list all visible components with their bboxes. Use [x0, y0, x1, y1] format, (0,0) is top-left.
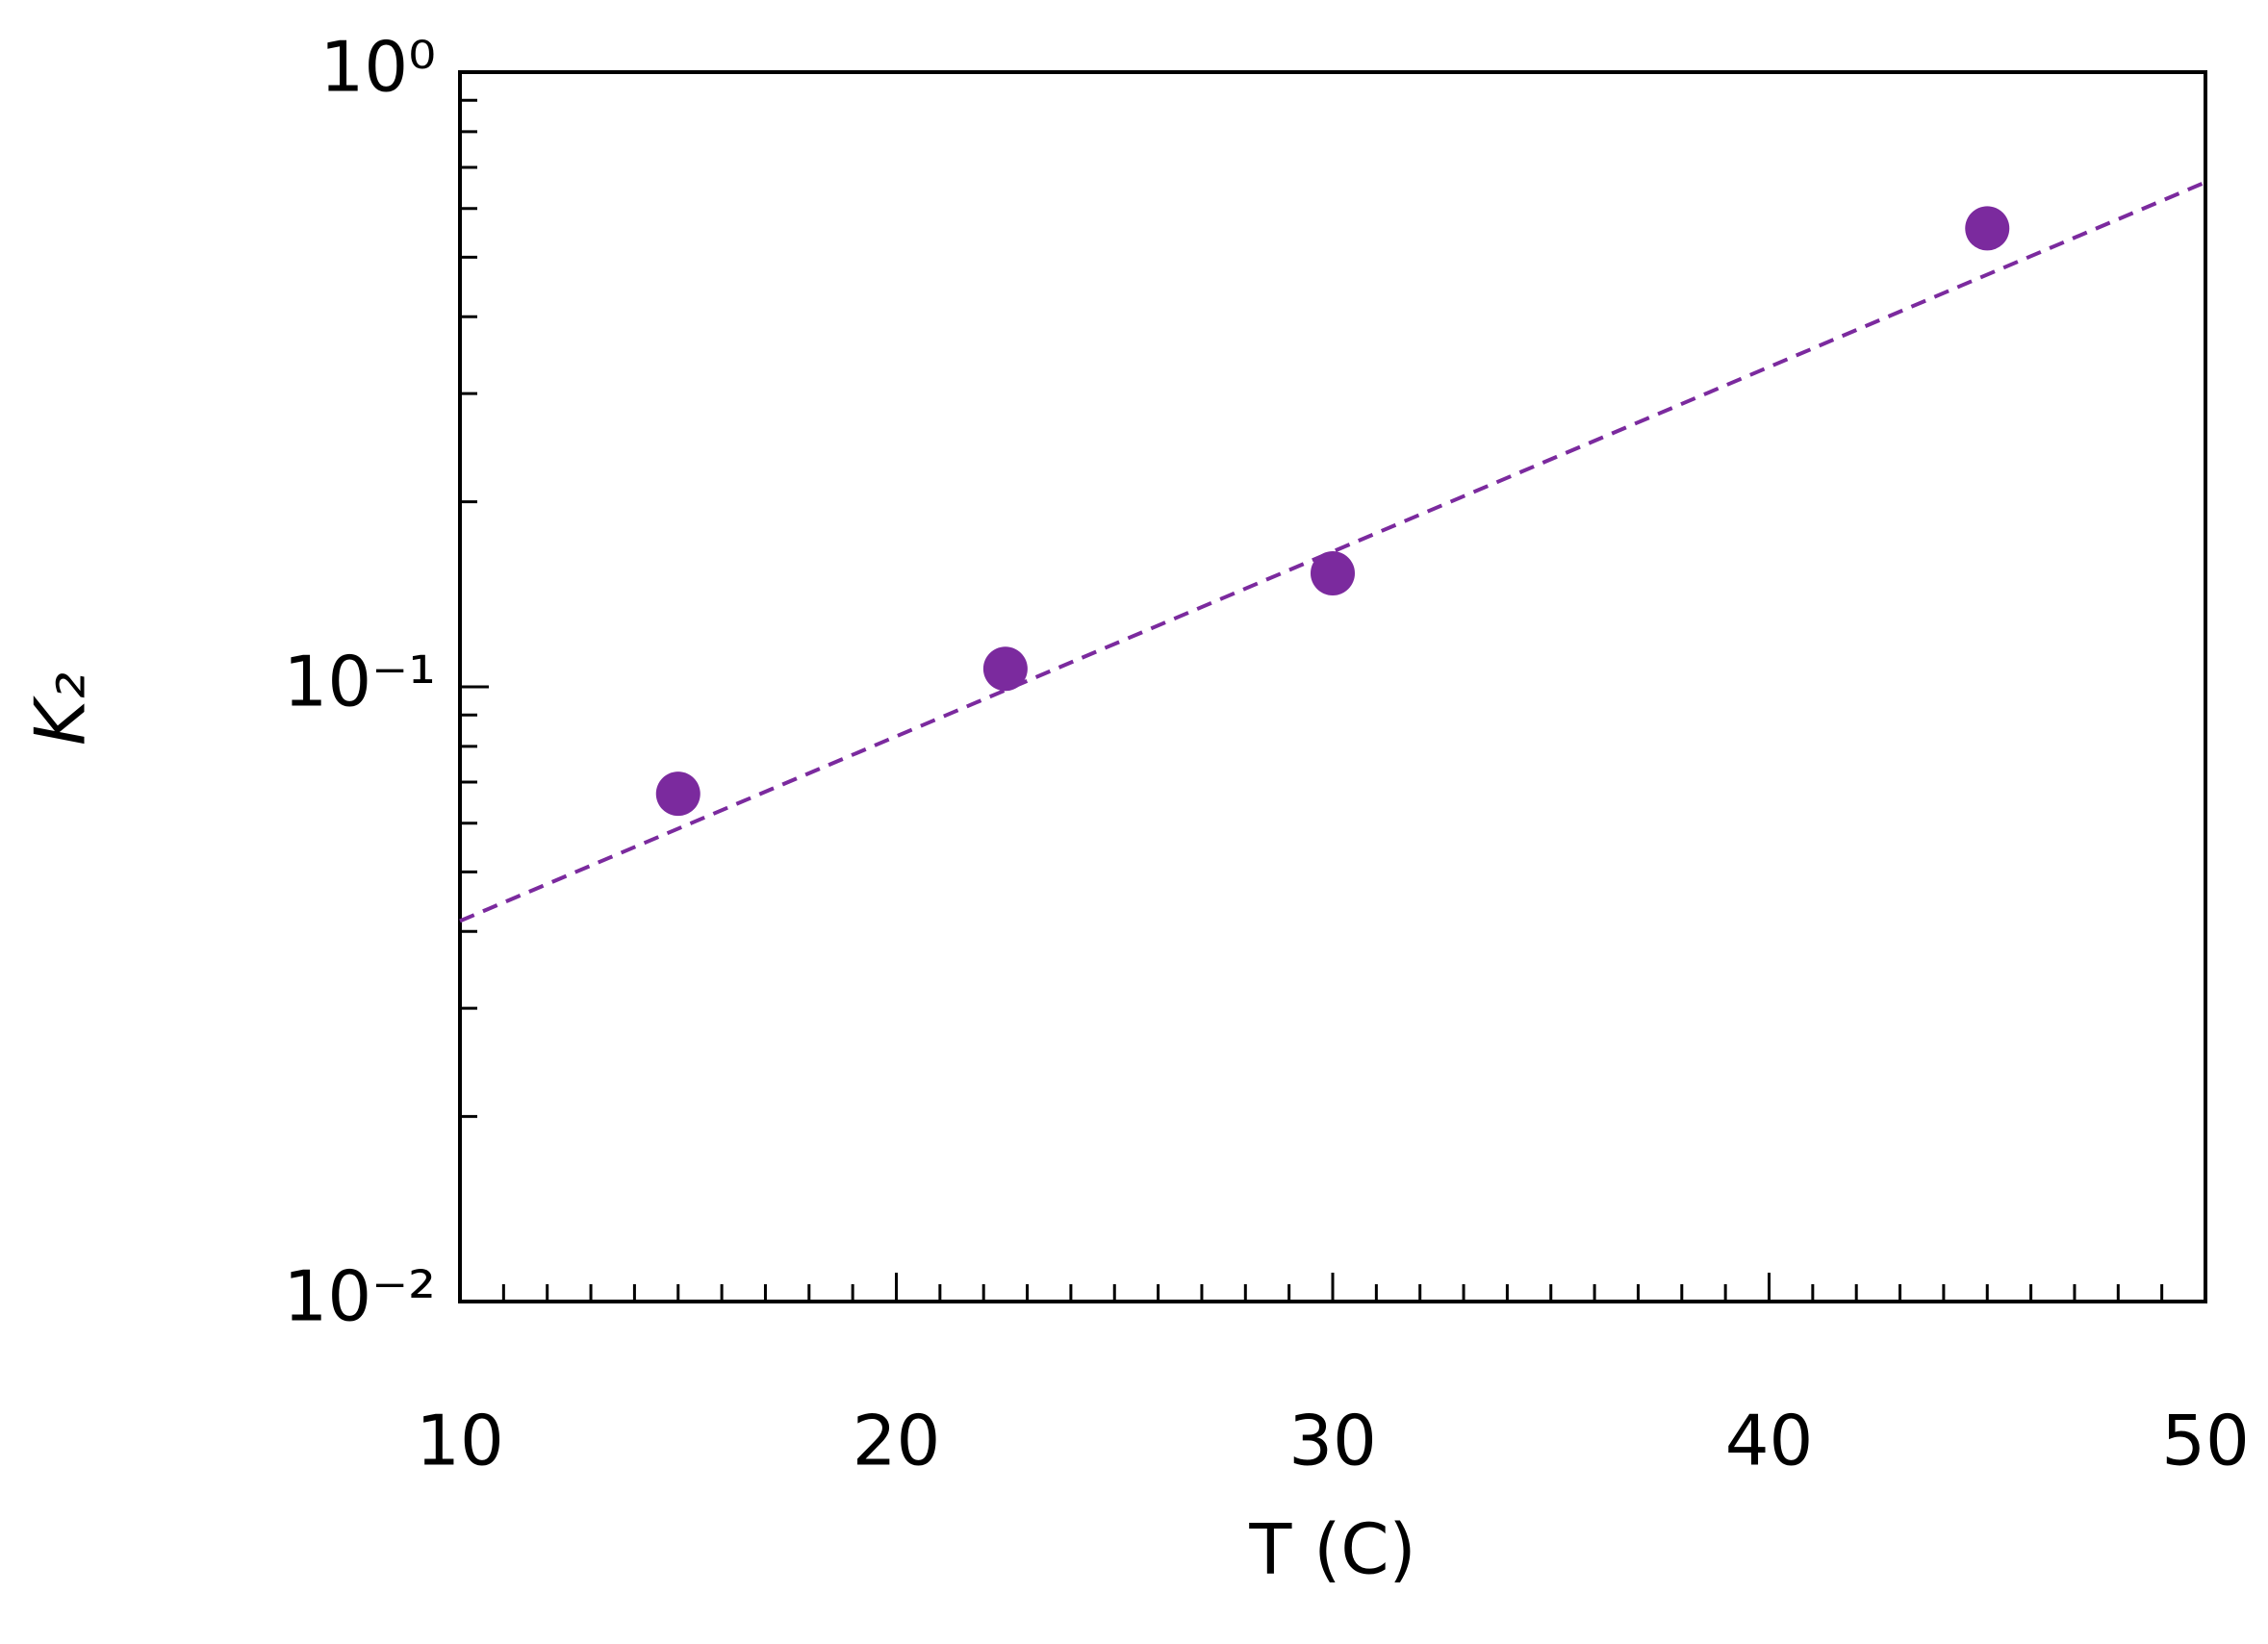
data-point	[1965, 206, 2010, 251]
y-tick-label: 10⁰	[320, 27, 436, 108]
data-point	[1311, 550, 1355, 595]
x-tick-label: 10	[416, 1401, 504, 1481]
x-tick-label: 40	[1725, 1401, 1814, 1481]
plot-frame	[458, 70, 2207, 1303]
x-tick-label: 30	[1288, 1401, 1377, 1481]
x-axis-label: T (C)	[1248, 1509, 1415, 1590]
data-point	[982, 646, 1028, 692]
x-tick-label: 20	[853, 1401, 941, 1481]
y-axis-label: K₂	[20, 672, 101, 746]
data-point	[655, 771, 701, 817]
x-tick-label: 50	[2161, 1401, 2250, 1481]
y-tick-label: 10⁻¹	[284, 642, 436, 722]
fit-line	[459, 180, 2206, 923]
y-tick-label: 10⁻²	[284, 1256, 436, 1337]
